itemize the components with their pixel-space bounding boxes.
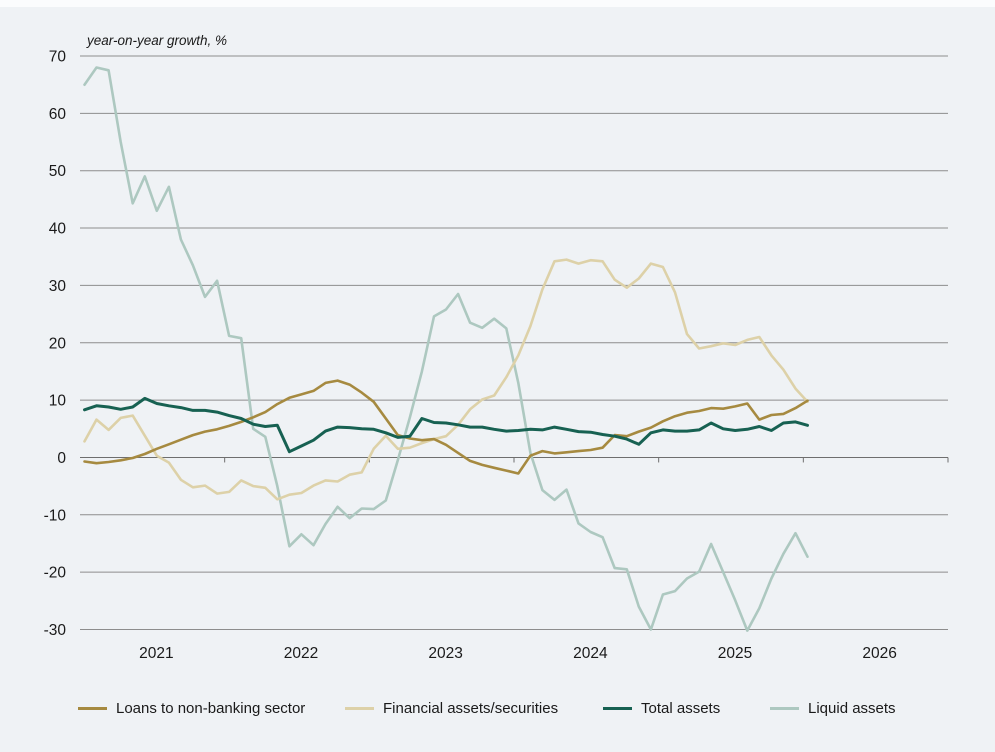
legend-item-total-assets: Total assets — [603, 696, 720, 720]
y-axis-label-30: 30 — [49, 278, 67, 295]
series-line-loans-to-non-banking-sector — [83, 379, 809, 475]
legend-swatch-icon — [770, 706, 799, 710]
x-axis-label-2026: 2026 — [862, 645, 896, 662]
chart-title: year-on-year growth, % — [87, 33, 228, 48]
legend-label: Loans to non-banking sector — [116, 699, 306, 717]
series-line-liquid-assets — [83, 66, 809, 632]
y-axis-label--20: -20 — [44, 565, 67, 582]
y-axis-label-60: 60 — [49, 106, 67, 123]
y-axis-label-40: 40 — [49, 221, 67, 238]
y-axis-label-10: 10 — [49, 393, 67, 410]
legend-item-liquid-assets: Liquid assets — [770, 696, 896, 720]
legend-item-loans-to-non-banking-sector: Loans to non-banking sector — [78, 696, 305, 720]
chart-legend: Loans to non-banking sector Financial ass… — [0, 696, 995, 720]
y-axis-label-20: 20 — [49, 335, 67, 352]
series-line-total-assets — [83, 396, 809, 454]
legend-label: Liquid assets — [808, 699, 896, 717]
x-axis-label-2025: 2025 — [718, 645, 752, 662]
legend-item-financial-assets-securities: Financial assets/securities — [345, 696, 558, 720]
line-chart: 70 60 50 40 30 20 10 0 -10 -20 -30 2021 2022 2023 2024… — [44, 49, 949, 662]
y-axis-label-70: 70 — [49, 49, 67, 66]
x-axis-label-2023: 2023 — [428, 645, 462, 662]
y-axis-label-50: 50 — [49, 163, 67, 180]
y-axis-label-0: 0 — [57, 450, 66, 467]
legend-swatch-icon — [78, 706, 107, 710]
y-axis-label--30: -30 — [44, 622, 67, 639]
x-axis-label-2022: 2022 — [284, 645, 318, 662]
x-axis-label-2021: 2021 — [139, 645, 173, 662]
series-line-financial-assets-securities — [83, 258, 809, 501]
window-top-strip — [0, 0, 995, 7]
legend-label: Financial assets/securities — [383, 699, 559, 717]
legend-swatch-icon — [603, 706, 632, 710]
legend-label: Total assets — [641, 699, 721, 717]
legend-swatch-icon — [345, 706, 374, 710]
x-axis-label-2024: 2024 — [573, 645, 608, 662]
y-axis-label--10: -10 — [44, 507, 67, 524]
